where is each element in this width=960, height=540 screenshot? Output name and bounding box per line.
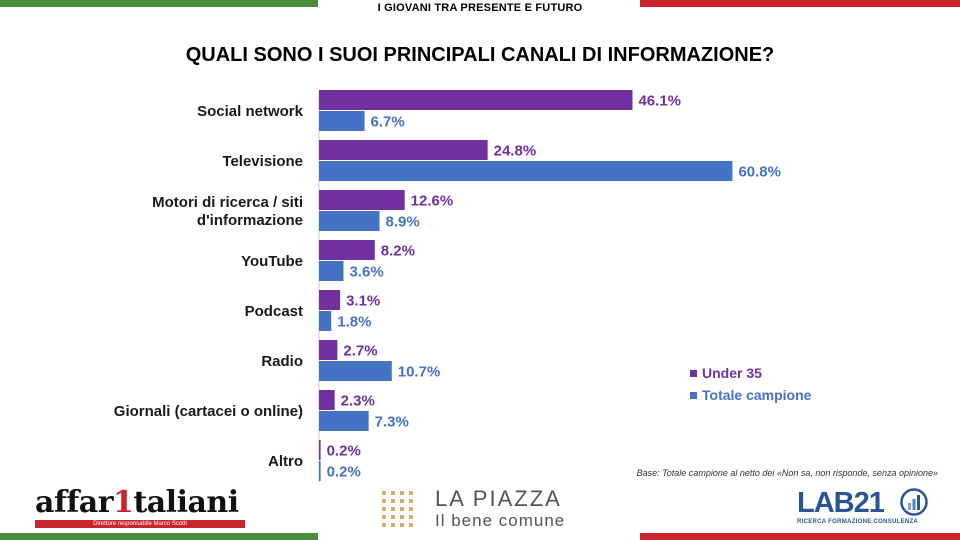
data-label: 10.7% xyxy=(398,364,441,381)
flag-stripe-red-top xyxy=(640,0,960,7)
category-label-line: Podcast xyxy=(245,303,303,320)
data-label: 60.8% xyxy=(738,164,781,181)
lab21-logo: LAB21 RICERCA FORMAZIONE CONSULENZA xyxy=(797,487,932,531)
data-label: 6.7% xyxy=(371,114,405,131)
bar-under35 xyxy=(319,240,375,260)
bar-under35 xyxy=(319,190,405,210)
dot xyxy=(409,523,413,527)
dot xyxy=(409,499,413,503)
data-label: 24.8% xyxy=(494,143,537,160)
category-label: Radio xyxy=(261,353,303,370)
dot xyxy=(409,491,413,495)
category-label-line: YouTube xyxy=(241,253,303,270)
affaritaliani-wordmark: affar1taliani xyxy=(35,485,239,520)
category-label: YouTube xyxy=(241,253,303,270)
la-piazza-logo: LA PIAZZA Il bene comune xyxy=(380,487,590,531)
dot xyxy=(400,515,404,519)
category-label: Social network xyxy=(197,103,304,120)
bar-totale xyxy=(319,361,392,381)
bar-chart-circle-icon xyxy=(900,488,928,516)
category-label-line: Social network xyxy=(197,103,304,120)
dot xyxy=(409,507,413,511)
affaritaliani-subtitle: Direttore responsabile Marco Scotti xyxy=(35,520,245,528)
legend-item: Totale campione xyxy=(690,384,811,406)
la-piazza-name: LA PIAZZA xyxy=(435,486,562,511)
category-label: Altro xyxy=(268,453,303,470)
flag-stripe-green-top xyxy=(0,0,318,7)
bar-totale xyxy=(319,311,332,331)
chart-title: QUALI SONO I SUOI PRINCIPALI CANALI DI I… xyxy=(185,44,775,66)
dot xyxy=(391,499,395,503)
bar-totale xyxy=(319,411,369,431)
bar-totale xyxy=(319,461,321,481)
bar-under35 xyxy=(319,440,321,460)
data-label: 3.1% xyxy=(346,293,380,310)
data-label: 8.2% xyxy=(381,243,415,260)
legend-label: Totale campione xyxy=(702,387,812,403)
bar-totale xyxy=(319,211,380,231)
bar-totale xyxy=(319,111,365,131)
report-header: I GIOVANI TRA PRESENTE E FUTURO xyxy=(377,2,583,14)
dot xyxy=(382,507,386,511)
category-label: Televisione xyxy=(222,153,303,170)
category-label: Motori di ricerca / siti d'informazione xyxy=(152,194,303,229)
legend-swatch xyxy=(690,391,697,399)
data-label: 2.7% xyxy=(343,343,377,360)
lab21-subtitle: RICERCA FORMAZIONE CONSULENZA xyxy=(797,519,919,525)
dots-grid-icon xyxy=(382,491,413,527)
category-label-line: d'informazione xyxy=(197,212,303,229)
category-label-line: Radio xyxy=(261,353,303,370)
data-label: 0.2% xyxy=(327,443,361,460)
dot xyxy=(391,491,395,495)
legend-label: Under 35 xyxy=(702,365,762,381)
dot xyxy=(391,515,395,519)
affaritaliani-logo: affar1taliani Direttore responsabile Mar… xyxy=(35,487,245,528)
bar-under35 xyxy=(319,90,633,110)
data-label: 8.9% xyxy=(386,214,420,231)
flag-stripe-green-bottom xyxy=(0,533,318,540)
category-label: Podcast xyxy=(245,303,303,320)
bar-under35 xyxy=(319,390,335,410)
la-piazza-tagline: Il bene comune xyxy=(435,511,566,530)
data-label: 7.3% xyxy=(375,414,409,431)
dot xyxy=(382,515,386,519)
bar-under35 xyxy=(319,290,341,310)
category-label-line: Motori di ricerca / siti xyxy=(152,194,303,211)
bar-totale xyxy=(319,161,733,181)
data-label: 2.3% xyxy=(341,393,375,410)
legend-swatch xyxy=(690,369,697,377)
bar-under35 xyxy=(319,340,338,360)
dot xyxy=(400,523,404,527)
bar-totale xyxy=(319,261,344,281)
data-label: 0.2% xyxy=(327,464,361,481)
dot xyxy=(400,507,404,511)
bar-chart: Social network 46.1% 6.7% Televisione 24.8% 6… xyxy=(114,90,781,482)
category-label-line: Altro xyxy=(268,453,303,470)
dot xyxy=(391,523,395,527)
data-label: 46.1% xyxy=(638,93,681,110)
dot xyxy=(382,491,386,495)
footnote: Base: Totale campione al netto dei «Non … xyxy=(636,468,938,478)
data-label: 12.6% xyxy=(411,193,454,210)
legend-item: Under 35 xyxy=(690,362,811,384)
lab21-wordmark: LAB21 xyxy=(797,487,885,519)
chart-legend: Under 35 Totale campione xyxy=(690,362,811,406)
category-label-line: Giornali (cartacei o online) xyxy=(114,403,303,420)
dot xyxy=(382,499,386,503)
dot xyxy=(400,491,404,495)
category-label-line: Televisione xyxy=(222,153,303,170)
category-label: Giornali (cartacei o online) xyxy=(114,403,303,420)
bar-under35 xyxy=(319,140,488,160)
dot xyxy=(382,523,386,527)
dot xyxy=(409,515,413,519)
dot xyxy=(391,507,395,511)
dot xyxy=(400,499,404,503)
flag-stripe-red-bottom xyxy=(640,533,960,540)
data-label: 1.8% xyxy=(337,314,371,331)
data-label: 3.6% xyxy=(349,264,383,281)
